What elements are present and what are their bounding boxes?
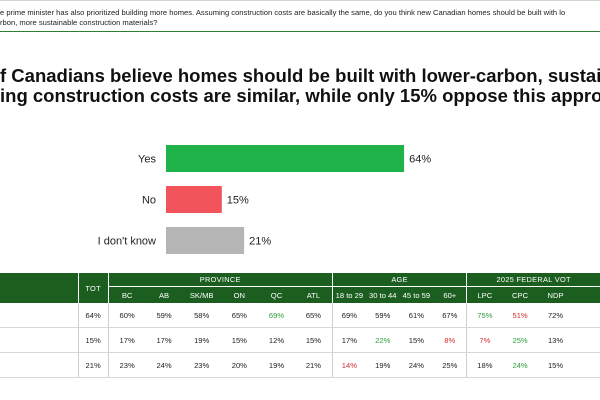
header-stub [0,273,79,303]
table-cell: 19% [257,352,296,378]
category-label: No [142,195,156,207]
table-cell: 58% [182,303,221,328]
crosstab: TOT PROVINCE AGE 2025 FEDERAL VOT BC AB SK… [0,273,600,378]
crosstab-table: TOT PROVINCE AGE 2025 FEDERAL VOT BC AB SK… [0,273,600,400]
column-header: ON [220,286,258,303]
table-cell: 60% [107,303,146,328]
column-header: CPC [502,286,538,303]
table-cell: 24% [502,352,538,378]
column-header: 45 to 59 [399,286,434,303]
table-cell: 61% [399,303,434,328]
bar [166,227,245,254]
table-cell: 15% [295,327,333,353]
table-cell: 59% [365,303,400,328]
group-header-age: AGE [331,273,467,287]
table-cell: 67% [433,303,467,328]
table-row: 21% 23% 24% 23% 20% 19% 21% 14% 19% 24% 25% 18% 24% 1… [0,352,600,378]
bar [166,186,222,213]
group-header-federal-vote: 2025 FEDERAL VOT [466,273,600,287]
table-cell: 21% [295,352,333,378]
table-cell: 18% [466,352,503,378]
table-cell: 25% [502,327,538,353]
table-cell [573,352,600,378]
table-cell: 65% [295,303,333,328]
headline-line-1: f Canadians believe homes should be buil… [0,66,600,86]
table-cell: 69% [257,303,296,328]
table-cell [573,327,600,353]
survey-question: e prime minister has also prioritized bu… [0,7,600,32]
table-cell [573,303,600,328]
table-cell: 24% [145,352,183,378]
table-cell: 59% [145,303,183,328]
table-cell: 7% [466,327,503,353]
data-label: 15% [227,195,249,207]
row-label-cell [0,303,79,328]
table-cell: 65% [220,303,258,328]
column-header: LPC [466,286,503,303]
table-cell: 19% [182,327,221,353]
table-cell: 19% [365,352,400,378]
table-cell: 15% [220,327,258,353]
table-row: 15% 17% 17% 19% 15% 12% 15% 17% 22% 15% 8% 7% 25% 13% [0,327,600,353]
table-cell: 23% [107,352,146,378]
data-label: 21% [249,236,271,248]
row-label-cell [0,352,79,378]
top-rule [0,0,600,1]
bar [166,145,405,172]
table-cell: 17% [107,327,146,353]
column-header: ATL [295,286,333,303]
table-cell: 24% [399,352,434,378]
column-header: 60+ [433,286,467,303]
table-cell: 13% [537,327,574,353]
table-cell: 75% [466,303,503,328]
row-label-cell [0,327,79,353]
table-cell: 14% [331,352,366,378]
column-header: 18 to 29 [331,286,366,303]
column-header: QC [257,286,296,303]
table-cell: 12% [257,327,296,353]
column-header: NDP [537,286,574,303]
response-bar-chart: Yes 64% No 15% I don't know 21% [98,145,431,254]
table-cell: 15% [537,352,574,378]
category-label: I don't know [98,236,156,248]
category-label: Yes [138,154,156,166]
table-cell: 23% [182,352,221,378]
column-header: SK/MB [182,286,221,303]
question-line-2: rbon, more sustainable construction mate… [0,18,158,27]
table-row: 64% 60% 59% 58% 65% 69% 65% 69% 59% 61% 67% 75% 51% 7… [0,303,600,328]
headline-line-2: ing construction costs are similar, whil… [0,85,600,106]
total-cell: 15% [77,327,109,353]
table-cell: 69% [331,303,366,328]
chart-headline: f Canadians believe homes should be buil… [0,66,600,106]
column-header: 30 to 44 [365,286,400,303]
total-cell: 64% [77,303,109,328]
header-tot: TOT [78,273,109,303]
column-header: BC [107,286,146,303]
column-header: AB [145,286,183,303]
table-cell: 8% [433,327,467,353]
table-cell: 51% [502,303,538,328]
table-cell: 17% [331,327,366,353]
question-line-1: e prime minister has also prioritized bu… [0,8,566,17]
table-cell: 22% [365,327,400,353]
group-header-province: PROVINCE [108,273,333,287]
table-cell: 72% [537,303,574,328]
table-cell: 25% [433,352,467,378]
table-cell: 20% [220,352,258,378]
column-header [573,286,600,303]
table-cell: 15% [399,327,434,353]
table-cell: 17% [145,327,183,353]
data-label: 64% [409,154,431,166]
total-cell: 21% [77,352,109,378]
